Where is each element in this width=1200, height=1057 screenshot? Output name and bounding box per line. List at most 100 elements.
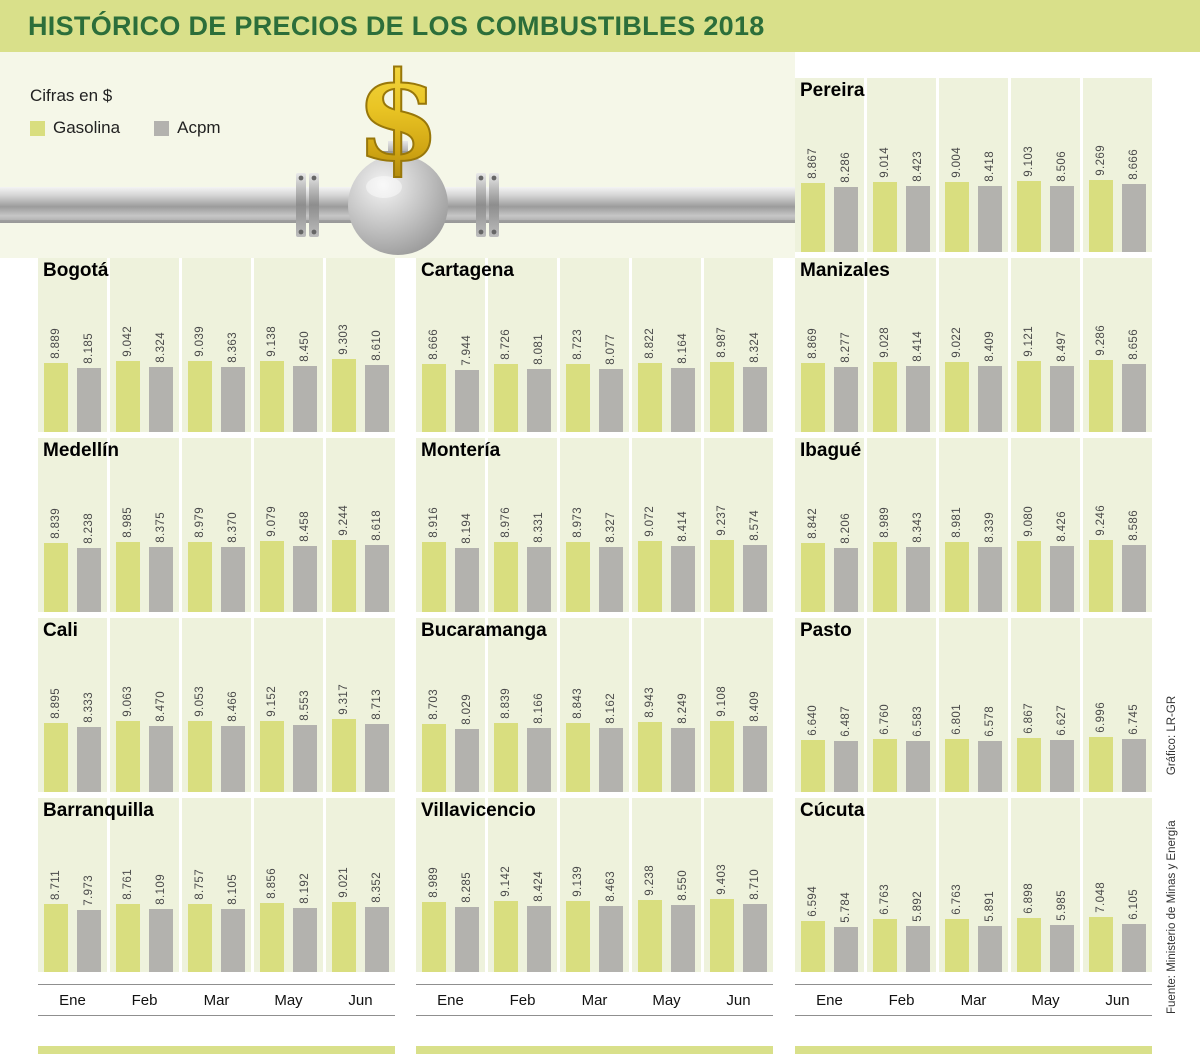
acpm-value-label: 8.424 bbox=[533, 871, 545, 902]
gasolina-bar-group: 9.317 bbox=[332, 684, 356, 792]
gasolina-bar-group: 8.981 bbox=[945, 507, 969, 612]
gasolina-value-label: 8.916 bbox=[428, 507, 440, 538]
gasolina-bar-group: 8.822 bbox=[638, 328, 662, 432]
month-cell-feb: 8.989 8.343 bbox=[867, 438, 936, 612]
gasolina-bar-group: 8.843 bbox=[566, 688, 590, 792]
gasolina-value-label: 6.801 bbox=[951, 704, 963, 735]
city-title: Bogotá bbox=[43, 260, 109, 281]
acpm-bar bbox=[527, 369, 551, 432]
gasolina-bar bbox=[566, 364, 590, 432]
month-cell-may: 8.822 8.164 bbox=[632, 258, 701, 432]
gasolina-bar-group: 8.839 bbox=[44, 508, 68, 612]
acpm-bar-group: 8.409 bbox=[743, 691, 767, 792]
legend-item-acpm: Acpm bbox=[154, 118, 221, 138]
gasolina-bar-group: 8.869 bbox=[801, 328, 825, 432]
acpm-bar-group: 8.277 bbox=[834, 332, 858, 432]
month-cell-mar: 9.004 8.418 bbox=[939, 78, 1008, 252]
gasolina-value-label: 6.594 bbox=[807, 886, 819, 917]
acpm-bar-group: 8.105 bbox=[221, 874, 245, 972]
acpm-value-label: 5.891 bbox=[984, 891, 996, 922]
acpm-bar-group: 8.553 bbox=[293, 690, 317, 792]
month-cell-feb: 9.028 8.414 bbox=[867, 258, 936, 432]
gasolina-bar bbox=[873, 919, 897, 972]
gasolina-value-label: 9.238 bbox=[644, 865, 656, 896]
city-title: Villavicencio bbox=[421, 800, 536, 821]
acpm-bar-group: 8.331 bbox=[527, 512, 551, 612]
gasolina-bar bbox=[638, 363, 662, 432]
month-cell-ene: 8.867 8.286 bbox=[795, 78, 864, 252]
acpm-bar bbox=[149, 909, 173, 972]
gasolina-value-label: 9.004 bbox=[951, 147, 963, 178]
acpm-bar-group: 8.586 bbox=[1122, 510, 1146, 612]
acpm-bar bbox=[365, 907, 389, 972]
month-cell-ene: 8.703 8.029 bbox=[416, 618, 485, 792]
city-title: Cartagena bbox=[421, 260, 514, 281]
gasolina-bar-group: 8.711 bbox=[44, 870, 68, 972]
acpm-value-label: 8.409 bbox=[984, 331, 996, 362]
source-credit: Fuente: Ministerio de Minas y Energía Gr… bbox=[1166, 564, 1178, 1014]
gasolina-bar bbox=[873, 542, 897, 612]
acpm-bar-group: 8.238 bbox=[77, 513, 101, 612]
gasolina-bar bbox=[332, 540, 356, 612]
acpm-bar-group: 8.363 bbox=[221, 332, 245, 432]
acpm-bar bbox=[599, 728, 623, 792]
gasolina-value-label: 9.080 bbox=[1023, 506, 1035, 537]
acpm-bar bbox=[293, 725, 317, 792]
gasolina-bar bbox=[494, 723, 518, 792]
month-cell-jun: 7.048 6.105 bbox=[1083, 798, 1152, 972]
legend-label-acpm: Acpm bbox=[177, 118, 221, 137]
month-cell-may: 9.080 8.426 bbox=[1011, 438, 1080, 612]
acpm-value-label: 6.745 bbox=[1128, 704, 1140, 735]
pipe-illustration: $ bbox=[0, 43, 795, 270]
gasolina-value-label: 9.014 bbox=[879, 147, 891, 178]
gasolina-value-label: 8.726 bbox=[500, 329, 512, 360]
month-axis-center: Ene Feb Mar May Jun bbox=[416, 984, 773, 1016]
acpm-bar bbox=[455, 907, 479, 972]
acpm-value-label: 8.029 bbox=[461, 694, 473, 725]
gasolina-bar bbox=[1017, 361, 1041, 432]
gasolina-bar-group: 8.761 bbox=[116, 869, 140, 972]
footer-accent-strip bbox=[416, 1046, 773, 1054]
month-cell-ene: 8.666 7.944 bbox=[416, 258, 485, 432]
month-label: Mar bbox=[581, 991, 608, 1009]
acpm-bar-group: 8.077 bbox=[599, 334, 623, 432]
chart-pasto: Pasto 6.640 6.487 6.760 6.583 6.801 6.578 6.867… bbox=[795, 618, 1152, 792]
month-cell-ene: 6.594 5.784 bbox=[795, 798, 864, 972]
acpm-value-label: 8.423 bbox=[912, 151, 924, 182]
gasolina-value-label: 6.763 bbox=[879, 884, 891, 915]
month-label: Ene bbox=[437, 991, 464, 1009]
month-cells: 8.889 8.185 9.042 8.324 9.039 8.363 9.138 8.450… bbox=[38, 258, 395, 432]
acpm-bar-group: 8.710 bbox=[743, 869, 767, 972]
acpm-value-label: 8.185 bbox=[83, 333, 95, 364]
acpm-value-label: 8.164 bbox=[677, 333, 689, 364]
acpm-value-label: 8.077 bbox=[605, 334, 617, 365]
gasolina-bar bbox=[332, 719, 356, 792]
acpm-bar-group: 6.487 bbox=[834, 706, 858, 792]
acpm-value-label: 8.277 bbox=[840, 332, 852, 363]
acpm-bar bbox=[77, 727, 101, 792]
chart-villavicencio: Villavicencio 8.989 8.285 9.142 8.424 9.139 8.… bbox=[416, 798, 773, 972]
gasolina-value-label: 6.763 bbox=[951, 884, 963, 915]
acpm-bar-group: 8.081 bbox=[527, 334, 551, 432]
month-cell-ene: 8.711 7.973 bbox=[38, 798, 107, 972]
gasolina-bar bbox=[422, 542, 446, 612]
acpm-bar-group: 8.162 bbox=[599, 693, 623, 792]
month-label: Feb bbox=[509, 991, 536, 1009]
acpm-bar-group: 8.164 bbox=[671, 333, 695, 432]
acpm-value-label: 8.710 bbox=[749, 869, 761, 900]
acpm-bar bbox=[978, 741, 1002, 792]
gasolina-value-label: 9.403 bbox=[716, 864, 728, 895]
acpm-bar bbox=[906, 366, 930, 432]
month-cell-mar: 8.973 8.327 bbox=[560, 438, 629, 612]
acpm-value-label: 8.370 bbox=[227, 512, 239, 543]
month-cell-feb: 9.014 8.423 bbox=[867, 78, 936, 252]
gasolina-bar-group: 9.286 bbox=[1089, 325, 1113, 432]
gasolina-bar-group: 9.139 bbox=[566, 866, 590, 972]
chart-cucuta: Cúcuta 6.594 5.784 6.763 5.892 6.763 5.891 6.89… bbox=[795, 798, 1152, 972]
gasolina-bar bbox=[1089, 737, 1113, 792]
gasolina-bar-group: 9.246 bbox=[1089, 505, 1113, 612]
acpm-bar-group: 8.497 bbox=[1050, 331, 1074, 432]
acpm-value-label: 8.352 bbox=[371, 872, 383, 903]
gasolina-bar bbox=[1017, 918, 1041, 972]
acpm-bar-group: 8.370 bbox=[221, 512, 245, 612]
